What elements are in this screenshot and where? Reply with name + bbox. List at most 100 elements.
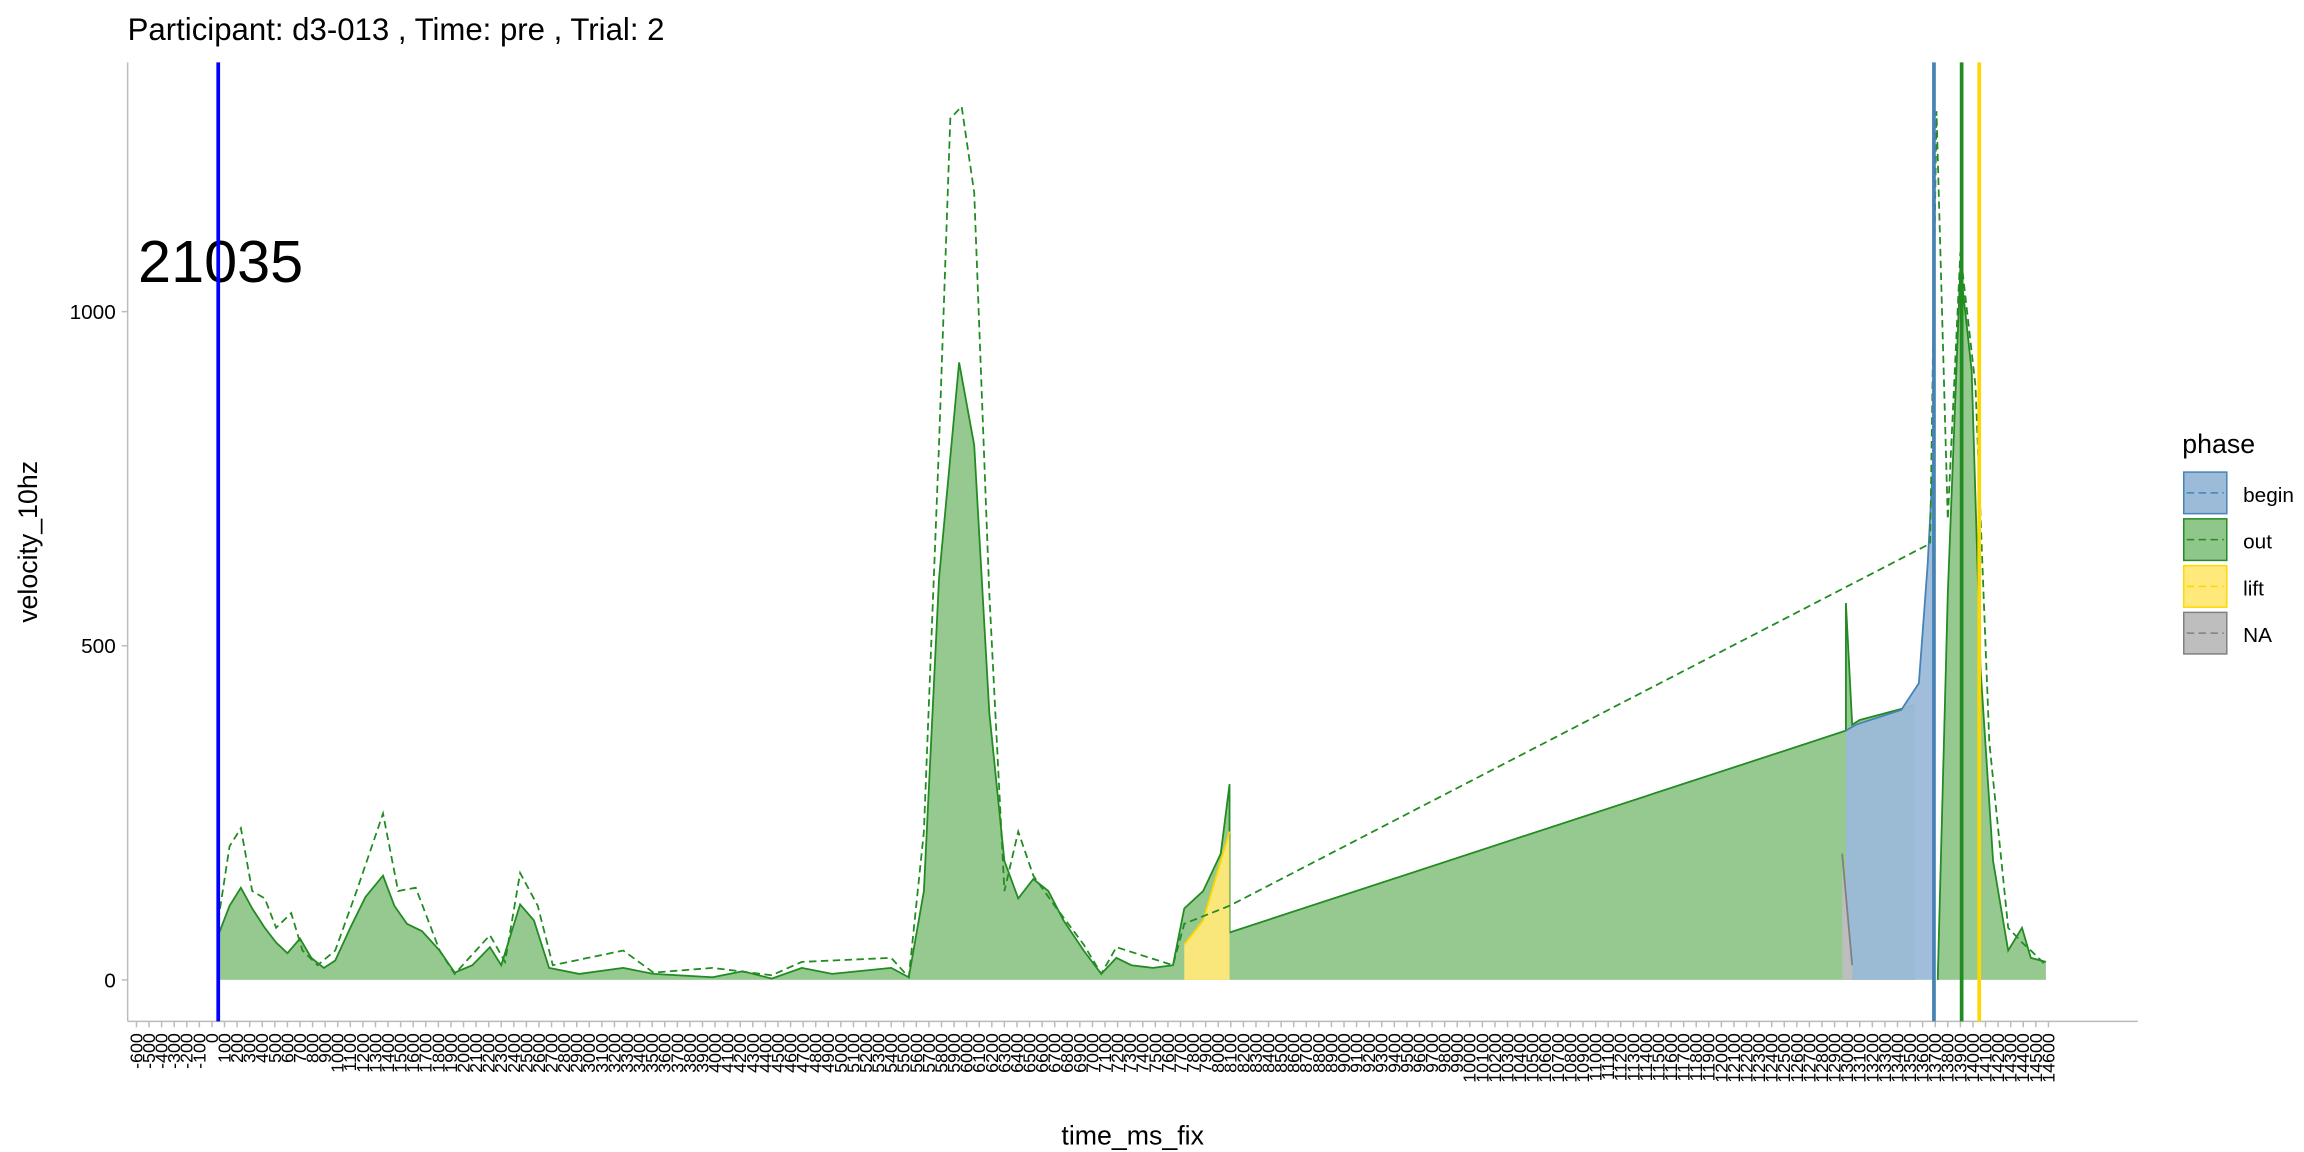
x-tick-label: 200 <box>227 1033 247 1063</box>
x-tick-label: 5900 <box>944 1033 964 1073</box>
x-tick-label: 13600 <box>1913 1033 1933 1083</box>
x-tick-label: 14500 <box>2026 1033 2046 1083</box>
x-tick-label: 7700 <box>1170 1033 1190 1073</box>
x-tick-label: 6400 <box>1007 1033 1027 1073</box>
x-tick-label: 10700 <box>1548 1033 1568 1083</box>
x-tick-label: 8900 <box>1321 1033 1341 1073</box>
x-tick-label: 3800 <box>680 1033 700 1073</box>
x-tick-label: 8200 <box>1233 1033 1253 1073</box>
x-tick-label: 14600 <box>2038 1033 2058 1083</box>
x-tick-label: 8600 <box>1284 1033 1304 1073</box>
x-tick-label: 1700 <box>416 1033 436 1073</box>
x-tick-label: 13500 <box>1900 1033 1920 1083</box>
x-tick-label: 2200 <box>479 1033 499 1073</box>
x-tick-label: -600 <box>126 1033 146 1069</box>
x-tick-label: 4200 <box>730 1033 750 1073</box>
x-tick-label: 4800 <box>806 1033 826 1073</box>
x-tick-label: 9500 <box>1397 1033 1417 1073</box>
area-line <box>1845 445 1935 732</box>
x-axis-label: time_ms_fix <box>1061 1121 1204 1151</box>
legend-label: lift <box>2243 577 2264 600</box>
x-tick-label: 9300 <box>1372 1033 1392 1073</box>
y-tick-label: 0 <box>104 969 116 992</box>
annotation: 21035 <box>138 228 303 295</box>
x-tick-label: 600 <box>277 1033 297 1063</box>
x-tick-label: 7000 <box>1082 1033 1102 1073</box>
x-tick-label: 11200 <box>1611 1033 1631 1081</box>
x-tick-label: 700 <box>290 1033 310 1063</box>
x-tick-label: 8300 <box>1246 1033 1266 1073</box>
x-tick-label: 9700 <box>1422 1033 1442 1073</box>
x-tick-label: 7300 <box>1120 1033 1140 1073</box>
x-tick-label: 6100 <box>969 1033 989 1073</box>
x-tick-label: 4900 <box>818 1033 838 1073</box>
x-tick-label: 14400 <box>2013 1033 2033 1083</box>
x-tick-label: -100 <box>189 1033 209 1069</box>
x-tick-label: 10300 <box>1497 1033 1517 1083</box>
legend-label: begin <box>2243 484 2294 507</box>
x-tick-label: 800 <box>303 1033 323 1063</box>
x-tick-label: 12500 <box>1774 1033 1794 1083</box>
y-tick-label: 1000 <box>70 301 116 324</box>
x-tick-label: 11700 <box>1674 1033 1694 1081</box>
x-tick-label: 12800 <box>1812 1033 1832 1083</box>
area <box>1184 831 1230 980</box>
x-tick-label: 8700 <box>1296 1033 1316 1073</box>
x-tick-label: 2300 <box>491 1033 511 1073</box>
x-tick-label: 2100 <box>466 1033 486 1073</box>
x-tick-label: 1500 <box>391 1033 411 1073</box>
x-tick-label: 10800 <box>1560 1033 1580 1083</box>
x-tick-label: 11600 <box>1661 1033 1681 1081</box>
x-tick-label: 5400 <box>881 1033 901 1073</box>
x-tick-label: 14200 <box>1988 1033 2008 1083</box>
x-tick-label: 5500 <box>894 1033 914 1073</box>
x-tick-label: 9400 <box>1384 1033 1404 1073</box>
x-tick-label: 2000 <box>453 1033 473 1073</box>
x-tick-label: 2500 <box>516 1033 536 1073</box>
x-tick-label: 9100 <box>1347 1033 1367 1073</box>
x-tick-label: 8100 <box>1221 1033 1241 1073</box>
x-tick-label: 4600 <box>781 1033 801 1073</box>
x-tick-label: 6800 <box>1057 1033 1077 1073</box>
x-tick-label: 2400 <box>504 1033 524 1073</box>
x-tick-label: 1600 <box>403 1033 423 1073</box>
x-tick-label: 8000 <box>1208 1033 1228 1073</box>
x-tick-label: -500 <box>139 1033 159 1069</box>
x-tick-label: 5700 <box>919 1033 939 1073</box>
x-tick-label: 14000 <box>1963 1033 1983 1083</box>
x-tick-label: 6600 <box>1032 1033 1052 1073</box>
x-tick-label: 9900 <box>1447 1033 1467 1073</box>
x-tick-label: 11500 <box>1648 1033 1668 1081</box>
x-tick-label: 12000 <box>1711 1033 1731 1083</box>
x-tick-label: 13900 <box>1950 1033 1970 1083</box>
x-tick-label: 11300 <box>1623 1033 1643 1081</box>
x-tick-label: 3700 <box>667 1033 687 1073</box>
x-tick-label: 12600 <box>1787 1033 1807 1083</box>
x-tick-label: 13800 <box>1938 1033 1958 1083</box>
x-tick-label: 8400 <box>1258 1033 1278 1073</box>
x-tick-label: 5200 <box>856 1033 876 1073</box>
x-tick-label: 1200 <box>353 1033 373 1073</box>
x-tick-label: 2800 <box>554 1033 574 1073</box>
x-tick-label: 4500 <box>768 1033 788 1073</box>
x-tick-label: 4100 <box>718 1033 738 1073</box>
x-tick-label: 3600 <box>655 1033 675 1073</box>
x-tick-label: 14300 <box>2001 1033 2021 1083</box>
x-tick-label: 5600 <box>906 1033 926 1073</box>
x-tick-label: 900 <box>315 1033 335 1063</box>
y-tick-label: 500 <box>81 635 116 658</box>
x-tick-label: 7800 <box>1183 1033 1203 1073</box>
x-tick-label: 3100 <box>592 1033 612 1073</box>
x-tick-label: 3400 <box>630 1033 650 1073</box>
x-tick-label: 10200 <box>1485 1033 1505 1083</box>
x-tick-label: 10000 <box>1460 1033 1480 1083</box>
y-axis-label: velocity_10hz <box>13 461 43 623</box>
x-tick-label: 12300 <box>1749 1033 1769 1083</box>
area-line <box>1183 831 1231 946</box>
x-tick-label: 0 <box>202 1033 222 1043</box>
x-tick-label: 9800 <box>1435 1033 1455 1073</box>
x-tick-label: 11800 <box>1686 1033 1706 1081</box>
x-tick-label: 5100 <box>843 1033 863 1073</box>
x-tick-label: 6300 <box>994 1033 1014 1073</box>
x-tick-label: 10100 <box>1472 1033 1492 1083</box>
